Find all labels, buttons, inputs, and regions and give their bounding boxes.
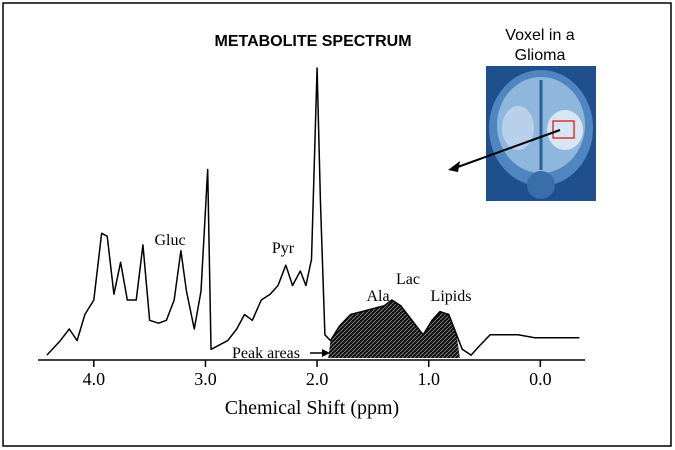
arrow: [454, 129, 561, 169]
annotation: Lac: [396, 271, 420, 288]
x-tick-label: 2.0: [306, 369, 329, 389]
annotation: Peak areas: [232, 345, 300, 362]
inset-label: Glioma: [515, 47, 566, 64]
x-tick-label: 3.0: [194, 369, 217, 389]
x-tick-label: 4.0: [83, 369, 106, 389]
x-tick-label: 1.0: [417, 369, 440, 389]
x-tick-label: 0.0: [529, 369, 552, 389]
inset-label: Voxel in a: [505, 27, 574, 44]
arrow-head: [448, 161, 460, 172]
shaded-area: [328, 300, 460, 358]
spectrum-line: [46, 67, 580, 356]
chart-title: METABOLITE SPECTRUM: [214, 33, 411, 50]
annotation-arrow-head: [322, 349, 330, 357]
annotation: Lipids: [431, 288, 472, 305]
annotation: Ala: [366, 288, 389, 305]
annotation: Gluc: [154, 232, 185, 249]
x-axis-title: Chemical Shift (ppm): [225, 397, 399, 419]
annotation: Pyr: [272, 240, 295, 257]
brain-image: [486, 66, 596, 201]
